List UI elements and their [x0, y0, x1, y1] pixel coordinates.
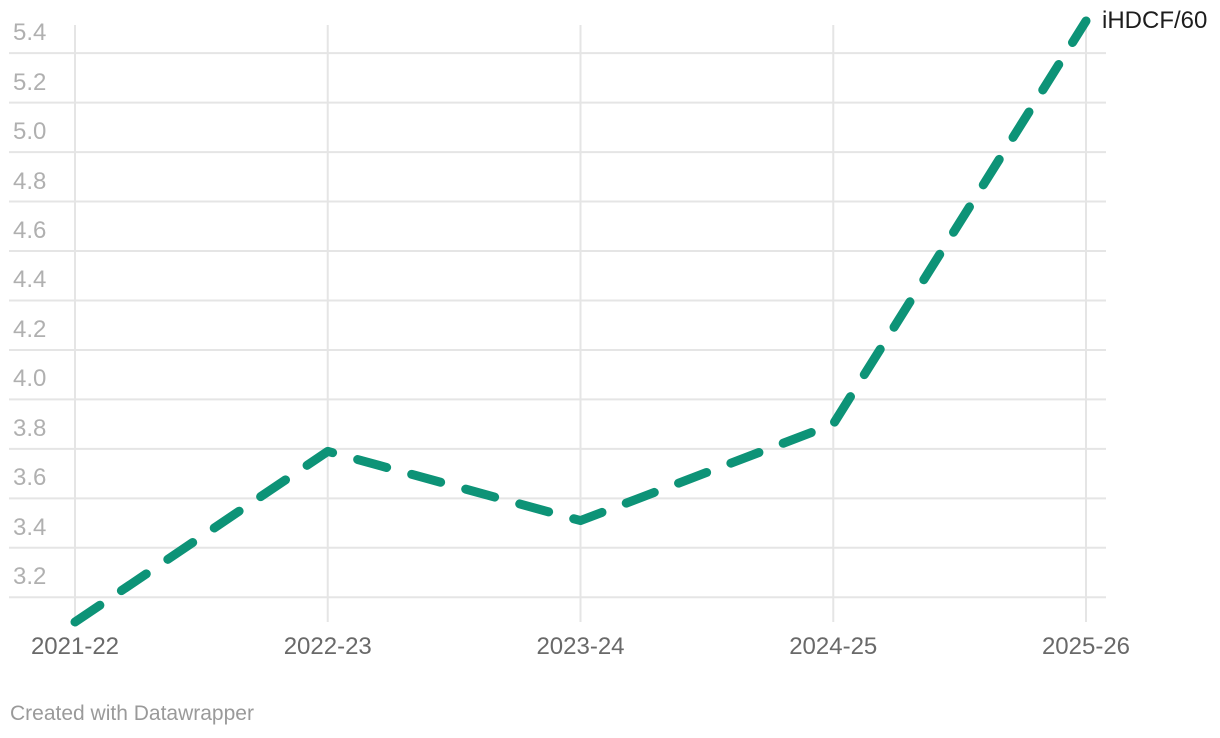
series-lines	[70, 16, 1091, 627]
x-tick-label: 2025-26	[1041, 633, 1131, 660]
y-tick-label: 4.4	[13, 266, 47, 294]
y-tick-label: 4.0	[13, 365, 47, 393]
y-tick-label: 3.6	[13, 464, 47, 492]
y-tick-label: 4.6	[13, 217, 47, 244]
y-tick-label: 4.8	[13, 167, 47, 195]
x-tick-label: 2022-23	[283, 633, 372, 660]
gridlines	[9, 25, 1106, 622]
y-tick-label: 3.4	[13, 513, 47, 541]
y-tick-label: 3.2	[13, 563, 47, 591]
y-tick-label: 5.2	[13, 68, 47, 96]
series-label: iHDCF/60	[1102, 7, 1208, 34]
y-tick-label: 5.4	[13, 19, 47, 47]
y-tick-label: 4.2	[13, 315, 47, 343]
x-tick-label: 2021-22	[30, 633, 120, 660]
x-tick-label: 2024-25	[789, 633, 878, 660]
series-line	[70, 16, 1091, 627]
y-tick-label: 5.0	[13, 118, 47, 146]
chart-canvas	[9, 16, 1106, 627]
x-tick-label: 2023-24	[536, 633, 625, 660]
y-tick-label: 3.8	[13, 414, 47, 442]
attribution-text: Created with Datawrapper	[10, 702, 254, 725]
